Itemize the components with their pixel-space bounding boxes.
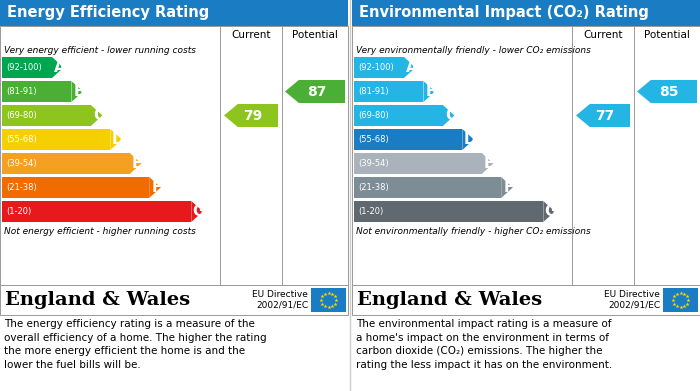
Text: (69-80): (69-80)	[6, 111, 36, 120]
Text: (55-68): (55-68)	[358, 135, 388, 144]
Text: England & Wales: England & Wales	[5, 291, 190, 309]
Text: (81-91): (81-91)	[6, 87, 36, 96]
Bar	[0, 285, 348, 315]
Polygon shape	[285, 80, 345, 103]
Text: E: E	[484, 156, 494, 171]
Text: (69-80): (69-80)	[358, 111, 388, 120]
Text: Potential: Potential	[292, 30, 338, 40]
Bar	[2, 153, 130, 174]
Polygon shape	[224, 104, 278, 127]
Text: (39-54): (39-54)	[358, 159, 388, 168]
Text: (1-20): (1-20)	[358, 207, 384, 216]
Polygon shape	[91, 105, 102, 126]
Text: Current: Current	[231, 30, 271, 40]
Polygon shape	[149, 177, 161, 198]
Bar	[354, 105, 443, 126]
Text: G: G	[193, 204, 205, 219]
Text: (21-38): (21-38)	[358, 183, 388, 192]
Text: EU Directive
2002/91/EC: EU Directive 2002/91/EC	[252, 290, 308, 310]
Polygon shape	[576, 104, 630, 127]
Text: 79: 79	[244, 108, 262, 122]
Bar	[352, 26, 700, 285]
Text: D: D	[111, 132, 124, 147]
Text: 87: 87	[307, 84, 327, 99]
Bar	[2, 129, 111, 150]
Text: 85: 85	[659, 84, 679, 99]
Bar	[354, 81, 424, 102]
Text: C: C	[444, 108, 456, 123]
Text: (21-38): (21-38)	[6, 183, 36, 192]
Polygon shape	[130, 153, 141, 174]
Text: G: G	[545, 204, 557, 219]
Text: (1-20): (1-20)	[6, 207, 32, 216]
Polygon shape	[462, 129, 474, 150]
Text: Energy Efficiency Rating: Energy Efficiency Rating	[7, 5, 209, 20]
Text: Environmental Impact (CO₂) Rating: Environmental Impact (CO₂) Rating	[359, 5, 649, 20]
Text: Potential: Potential	[644, 30, 690, 40]
Bar	[352, 285, 700, 315]
Text: Not environmentally friendly - higher CO₂ emissions: Not environmentally friendly - higher CO…	[356, 227, 591, 236]
Bar	[354, 177, 501, 198]
Polygon shape	[443, 105, 454, 126]
Bar	[2, 105, 91, 126]
Bar	[354, 201, 543, 222]
Bar	[663, 288, 698, 312]
Bar	[311, 288, 346, 312]
Bar	[0, 0, 348, 26]
Polygon shape	[191, 201, 203, 222]
Polygon shape	[482, 153, 494, 174]
Polygon shape	[424, 81, 435, 102]
Polygon shape	[71, 81, 83, 102]
Text: F: F	[503, 180, 514, 195]
Text: B: B	[425, 84, 437, 99]
Polygon shape	[404, 57, 416, 78]
Text: 77: 77	[596, 108, 615, 122]
Polygon shape	[637, 80, 697, 103]
Text: EU Directive
2002/91/EC: EU Directive 2002/91/EC	[604, 290, 660, 310]
Text: (92-100): (92-100)	[6, 63, 42, 72]
Bar	[0, 26, 348, 285]
Text: A: A	[54, 60, 65, 75]
Bar	[2, 177, 149, 198]
Text: D: D	[463, 132, 476, 147]
Text: (55-68): (55-68)	[6, 135, 36, 144]
Bar	[352, 0, 700, 26]
Text: (39-54): (39-54)	[6, 159, 36, 168]
Text: The energy efficiency rating is a measure of the
overall efficiency of a home. T: The energy efficiency rating is a measur…	[4, 319, 267, 370]
Polygon shape	[501, 177, 513, 198]
Polygon shape	[52, 57, 64, 78]
Text: (81-91): (81-91)	[358, 87, 388, 96]
Bar	[354, 57, 404, 78]
Text: Very environmentally friendly - lower CO₂ emissions: Very environmentally friendly - lower CO…	[356, 46, 591, 55]
Bar	[354, 153, 482, 174]
Polygon shape	[111, 129, 122, 150]
Text: C: C	[93, 108, 104, 123]
Text: A: A	[405, 60, 417, 75]
Bar	[2, 57, 52, 78]
Text: Very energy efficient - lower running costs: Very energy efficient - lower running co…	[4, 46, 196, 55]
Text: The environmental impact rating is a measure of
a home's impact on the environme: The environmental impact rating is a mea…	[356, 319, 612, 370]
Text: Current: Current	[583, 30, 623, 40]
Text: England & Wales: England & Wales	[357, 291, 542, 309]
Bar	[354, 129, 462, 150]
Bar	[2, 201, 191, 222]
Text: B: B	[73, 84, 85, 99]
Text: E: E	[132, 156, 143, 171]
Text: F: F	[151, 180, 162, 195]
Polygon shape	[543, 201, 555, 222]
Bar	[2, 81, 71, 102]
Text: (92-100): (92-100)	[358, 63, 393, 72]
Text: Not energy efficient - higher running costs: Not energy efficient - higher running co…	[4, 227, 196, 236]
